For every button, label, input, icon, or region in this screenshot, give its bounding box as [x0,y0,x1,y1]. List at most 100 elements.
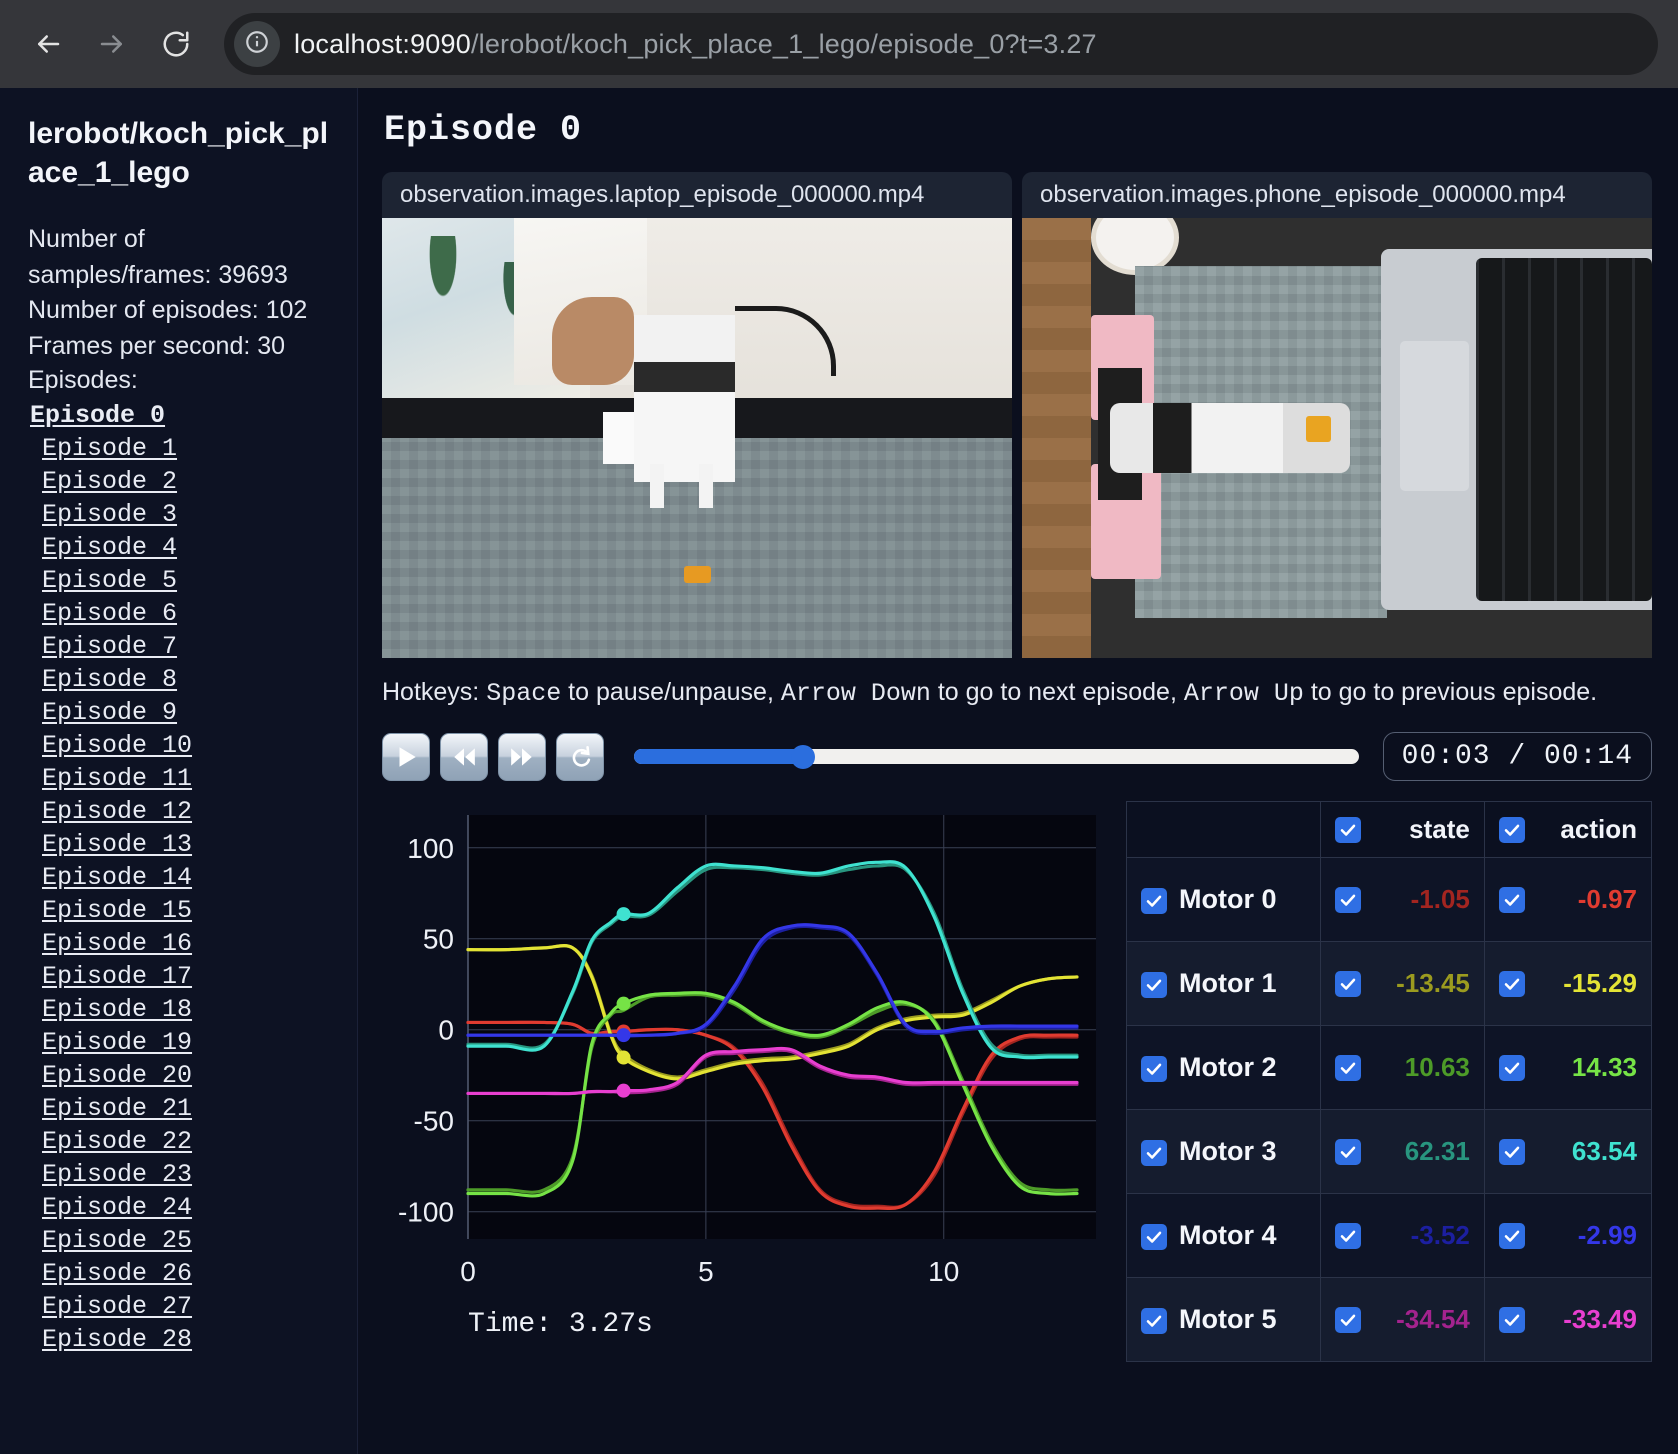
hotkey-arrow-down: Arrow Down [780,679,931,708]
motor-2-action-checkbox[interactable] [1498,1054,1525,1081]
reload-button[interactable] [148,16,204,72]
motor-1-action-checkbox[interactable] [1498,970,1525,997]
episode-link-9[interactable]: Episode 9 [42,698,178,727]
motor-1-state-checkbox[interactable] [1335,970,1362,997]
url-path: /lerobot/koch_pick_place_1_lego/episode_… [470,28,1097,59]
header-action: action [1483,801,1653,858]
checkmark-icon [1503,1143,1521,1161]
episode-link-21[interactable]: Episode 21 [42,1094,193,1123]
seek-bar[interactable] [634,744,1359,769]
motor-0-state-value: -1.05 [1410,884,1470,914]
episode-link-15[interactable]: Episode 15 [42,896,193,925]
motor-0-state-checkbox[interactable] [1335,886,1362,913]
fast-forward-button[interactable] [498,732,546,781]
episode-link-24[interactable]: Episode 24 [42,1193,193,1222]
episode-link-28[interactable]: Episode 28 [42,1325,193,1354]
motor-5-action-checkbox[interactable] [1498,1306,1525,1333]
row-label-cell-1: Motor 1 [1125,941,1322,1026]
motor-2-action-cell: 14.33 [1483,1025,1653,1110]
table-row: Motor 3 62.31 63.54 [1125,1109,1653,1194]
episode-link-17[interactable]: Episode 17 [42,962,193,991]
checkmark-icon [1339,1311,1357,1329]
episode-link-12[interactable]: Episode 12 [42,797,193,826]
motor-0-action-checkbox[interactable] [1498,886,1525,913]
stat-episodes: Number of episodes: 102 [28,296,308,324]
episode-link-7[interactable]: Episode 7 [42,632,178,661]
episode-link-14[interactable]: Episode 14 [42,863,193,892]
motor-1-action-cell: -15.29 [1483,941,1653,1026]
rewind-button[interactable] [440,732,488,781]
episode-link-22[interactable]: Episode 22 [42,1127,193,1156]
dataset-title: lerobot/koch_pick_place_1_lego [28,117,329,189]
episode-link-8[interactable]: Episode 8 [42,665,178,694]
svg-text:0: 0 [438,1015,454,1046]
episode-link-13[interactable]: Episode 13 [42,830,193,859]
table-header-row: state action [1125,801,1653,858]
episode-link-25[interactable]: Episode 25 [42,1226,193,1255]
episode-link-18[interactable]: Episode 18 [42,995,193,1024]
episode-link-1[interactable]: Episode 1 [42,434,178,463]
episode-link-11[interactable]: Episode 11 [42,764,193,793]
rewind-icon [451,744,477,770]
toggle-all-action-checkbox[interactable] [1498,816,1525,843]
motor-5-checkbox[interactable] [1141,1308,1167,1335]
svg-text:10: 10 [928,1256,959,1287]
url-text: localhost:9090/lerobot/koch_pick_place_1… [294,29,1097,60]
episode-link-19[interactable]: Episode 19 [42,1028,193,1057]
motor-4-checkbox[interactable] [1141,1224,1167,1251]
video-player-phone[interactable] [1022,218,1652,658]
motor-3-action-checkbox[interactable] [1498,1138,1525,1165]
motor-3-state-checkbox[interactable] [1335,1138,1362,1165]
motor-3-state-cell: 62.31 [1320,1109,1485,1194]
episode-link-6[interactable]: Episode 6 [42,599,178,628]
motor-4-state-checkbox[interactable] [1335,1222,1362,1249]
motor-3-checkbox[interactable] [1141,1140,1167,1167]
checkmark-icon [1339,1143,1357,1161]
motor-2-label: Motor 2 [1179,1052,1277,1082]
motor-4-action-checkbox[interactable] [1498,1222,1525,1249]
back-button[interactable] [20,16,76,72]
header-state-label: state [1409,814,1470,844]
reload-icon [161,29,191,59]
motor-2-state-checkbox[interactable] [1335,1054,1362,1081]
episode-link-26[interactable]: Episode 26 [42,1259,193,1288]
address-bar[interactable]: localhost:9090/lerobot/koch_pick_place_1… [224,13,1658,75]
motor-1-checkbox[interactable] [1141,972,1167,999]
checkmark-icon [1339,1059,1357,1077]
site-info-button[interactable] [234,21,280,67]
motor-5-state-checkbox[interactable] [1335,1306,1362,1333]
video-player-laptop[interactable] [382,218,1012,658]
episode-link-23[interactable]: Episode 23 [42,1160,193,1189]
episode-link-16[interactable]: Episode 16 [42,929,193,958]
episode-link-2[interactable]: Episode 2 [42,467,178,496]
episode-link-5[interactable]: Episode 5 [42,566,178,595]
info-circle-icon [244,29,270,60]
motor-0-checkbox[interactable] [1141,888,1167,915]
episode-link-27[interactable]: Episode 27 [42,1292,193,1321]
loop-button[interactable] [556,732,604,781]
episode-link-20[interactable]: Episode 20 [42,1061,193,1090]
main-content: Episode 0 observation.images.laptop_epis… [358,88,1678,1454]
play-button[interactable] [382,732,430,781]
motor-0-label: Motor 0 [1179,884,1277,914]
current-time-label: Time: 3.27s [468,1309,653,1340]
episode-link-3[interactable]: Episode 3 [42,500,178,529]
episode-link-10[interactable]: Episode 10 [42,731,193,760]
checkmark-icon [1145,1144,1163,1162]
motor-2-checkbox[interactable] [1141,1056,1167,1083]
forward-button[interactable] [84,16,140,72]
checkmark-icon [1503,1227,1521,1245]
stat-samples: Number of samples/frames: 39693 [28,225,288,289]
episode-link-4[interactable]: Episode 4 [42,533,178,562]
checkmark-icon [1339,891,1357,909]
row-label-cell-5: Motor 5 [1125,1277,1322,1362]
motor-2-action-value: 14.33 [1571,1052,1637,1082]
toggle-all-state-checkbox[interactable] [1335,816,1362,843]
header-action-label: action [1560,814,1637,844]
table-row: Motor 4 -3.52 -2.99 [1125,1193,1653,1278]
checkmark-icon [1503,891,1521,909]
url-host: localhost:9090 [294,28,471,59]
seek-handle[interactable] [790,744,815,769]
episode-link-0[interactable]: Episode 0 [30,401,166,430]
